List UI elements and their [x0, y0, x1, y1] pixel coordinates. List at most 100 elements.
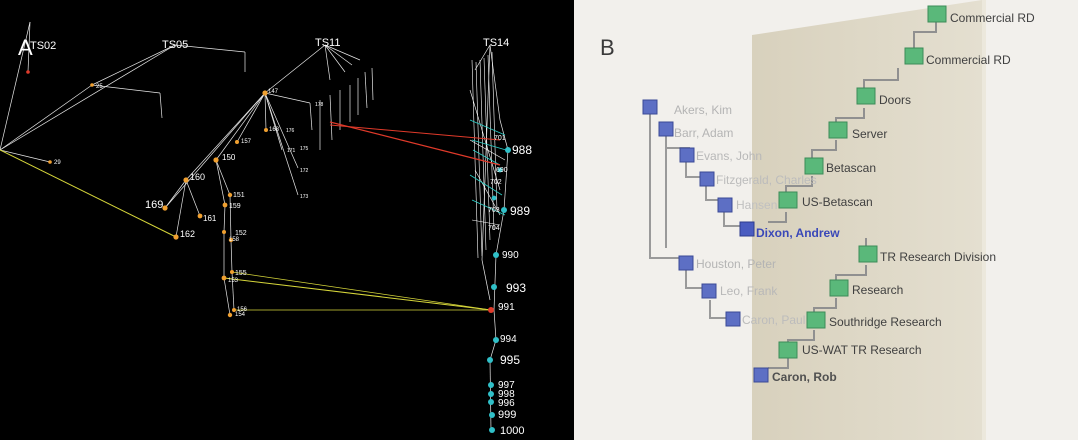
node-label: 162 [180, 229, 195, 239]
org-unit-icon[interactable] [858, 245, 878, 263]
person-icon[interactable] [642, 99, 658, 115]
node-label: 161 [203, 214, 217, 223]
person-label[interactable]: Akers, Kim [674, 103, 732, 117]
cyan-nodes [487, 147, 511, 433]
person-label[interactable]: Caron, Rob [772, 370, 837, 384]
cyan-node-label: 995 [500, 353, 520, 367]
person-icon[interactable] [679, 147, 695, 163]
cyan-node-label: 988 [512, 143, 532, 157]
person-label[interactable]: Hansen [736, 198, 777, 212]
panel-a-edges [0, 21, 509, 431]
unit-label[interactable]: Server [852, 127, 887, 141]
unit-label[interactable]: Commercial RD [950, 11, 1035, 25]
cyan-node-label: 991 [498, 302, 515, 313]
cluster-label: 704 [488, 225, 500, 232]
svg-text:173: 173 [300, 194, 309, 200]
orange-nodes [26, 70, 268, 318]
node-label: 169 [145, 199, 163, 211]
person-icon[interactable] [699, 171, 715, 187]
panel-a-network-view: TS02 TS05 TS11 TS14 A 169 160 150 147 15… [0, 0, 574, 440]
cyan-node-label: 997 [498, 380, 515, 391]
org-unit-icon[interactable] [804, 157, 824, 175]
person-icon-selected[interactable] [739, 221, 755, 237]
unit-label[interactable]: Research [852, 283, 903, 297]
ts-header-3: TS11 [315, 37, 340, 49]
node-label: 155 [235, 270, 247, 277]
org-plane [752, 0, 982, 440]
unit-label[interactable]: Southridge Research [829, 315, 942, 329]
node-label: 168 [269, 127, 280, 133]
person-label[interactable]: Leo, Frank [720, 284, 778, 298]
ts-header-2: TS05 [162, 39, 188, 51]
panel-a-cyan-cluster [469, 119, 507, 216]
panel-b-letter: B [600, 35, 615, 60]
org-unit-icon[interactable] [904, 47, 924, 65]
person-label[interactable]: Houston, Peter [696, 257, 776, 271]
org-unit-icon[interactable] [828, 121, 848, 139]
node-label: 152 [235, 230, 247, 237]
unit-label[interactable]: Doors [879, 93, 911, 107]
cyan-node-label: 989 [510, 204, 530, 218]
org-unit-icon[interactable] [806, 311, 826, 329]
org-unit-icon[interactable] [778, 191, 798, 209]
ts11-small-labels: 175 172 173 178 176 171 [286, 102, 324, 200]
org-unit-icon[interactable] [856, 87, 876, 105]
unit-label[interactable]: US-WAT TR Research [802, 343, 922, 357]
person-icon[interactable] [753, 367, 769, 383]
org-unit-icon[interactable] [927, 5, 947, 23]
plane-edge [982, 0, 986, 440]
panel-a-highlight-edges [0, 121, 501, 311]
node-label: 29 [54, 160, 61, 166]
cluster-label: 690 [496, 167, 508, 174]
cluster-label: 703 [488, 207, 500, 214]
person-label[interactable]: Fitzgerald, Charles [716, 173, 817, 187]
person-label[interactable]: Barr, Adam [674, 126, 733, 140]
cyan-node-label: 993 [506, 281, 526, 295]
person-icons [642, 99, 769, 383]
svg-text:175: 175 [300, 146, 309, 152]
node-label: 160 [190, 172, 205, 182]
cyan-node-label: 1000 [500, 425, 524, 437]
svg-text:178: 178 [315, 102, 324, 108]
node-label: 159 [229, 203, 241, 210]
cyan-node-label: 999 [498, 409, 516, 421]
node-label: 158 [229, 237, 240, 243]
person-icon[interactable] [678, 255, 694, 271]
person-icon[interactable] [725, 311, 741, 327]
node-label: 25 [96, 84, 103, 90]
panel-b-canvas: B Commercial RD [600, 0, 1035, 440]
ts-header-4: TS14 [483, 37, 509, 49]
node-label: 151 [233, 192, 245, 199]
person-label[interactable]: Evans, John [696, 149, 762, 163]
person-label-selected[interactable]: Dixon, Andrew [756, 226, 840, 240]
cyan-node-label: 998 [498, 389, 515, 400]
node-label: 154 [235, 312, 246, 318]
panel-b-hierarchy-view: B Commercial RD [574, 0, 1078, 440]
node-label: 153 [228, 278, 239, 284]
unit-label[interactable]: TR Research Division [880, 250, 996, 264]
org-unit-icon[interactable] [829, 279, 849, 297]
cyan-node-label: 994 [500, 334, 517, 345]
unit-icons [778, 5, 947, 359]
cyan-node-label: 990 [502, 250, 519, 261]
node-label: 147 [268, 89, 279, 95]
unit-label[interactable]: Betascan [826, 161, 876, 175]
person-icon[interactable] [701, 283, 717, 299]
cyan-node-label: 996 [498, 398, 515, 409]
svg-text:172: 172 [300, 168, 309, 174]
node-label: 157 [241, 139, 252, 145]
person-icon[interactable] [717, 197, 733, 213]
org-unit-icon[interactable] [778, 341, 798, 359]
person-label[interactable]: Caron, Paul [742, 313, 805, 327]
ts-header-1: TS02 [30, 40, 56, 52]
person-icon[interactable] [658, 121, 674, 137]
panel-a-letter: A [18, 35, 33, 60]
panel-a-canvas: TS02 TS05 TS11 TS14 A 169 160 150 147 15… [0, 21, 532, 437]
unit-label[interactable]: US-Betascan [802, 195, 873, 209]
svg-text:171: 171 [287, 148, 296, 154]
cluster-label: 702 [490, 179, 502, 186]
svg-text:176: 176 [286, 128, 295, 134]
node-label: 150 [222, 153, 236, 162]
node-label: 156 [237, 307, 248, 313]
unit-label[interactable]: Commercial RD [926, 53, 1011, 67]
